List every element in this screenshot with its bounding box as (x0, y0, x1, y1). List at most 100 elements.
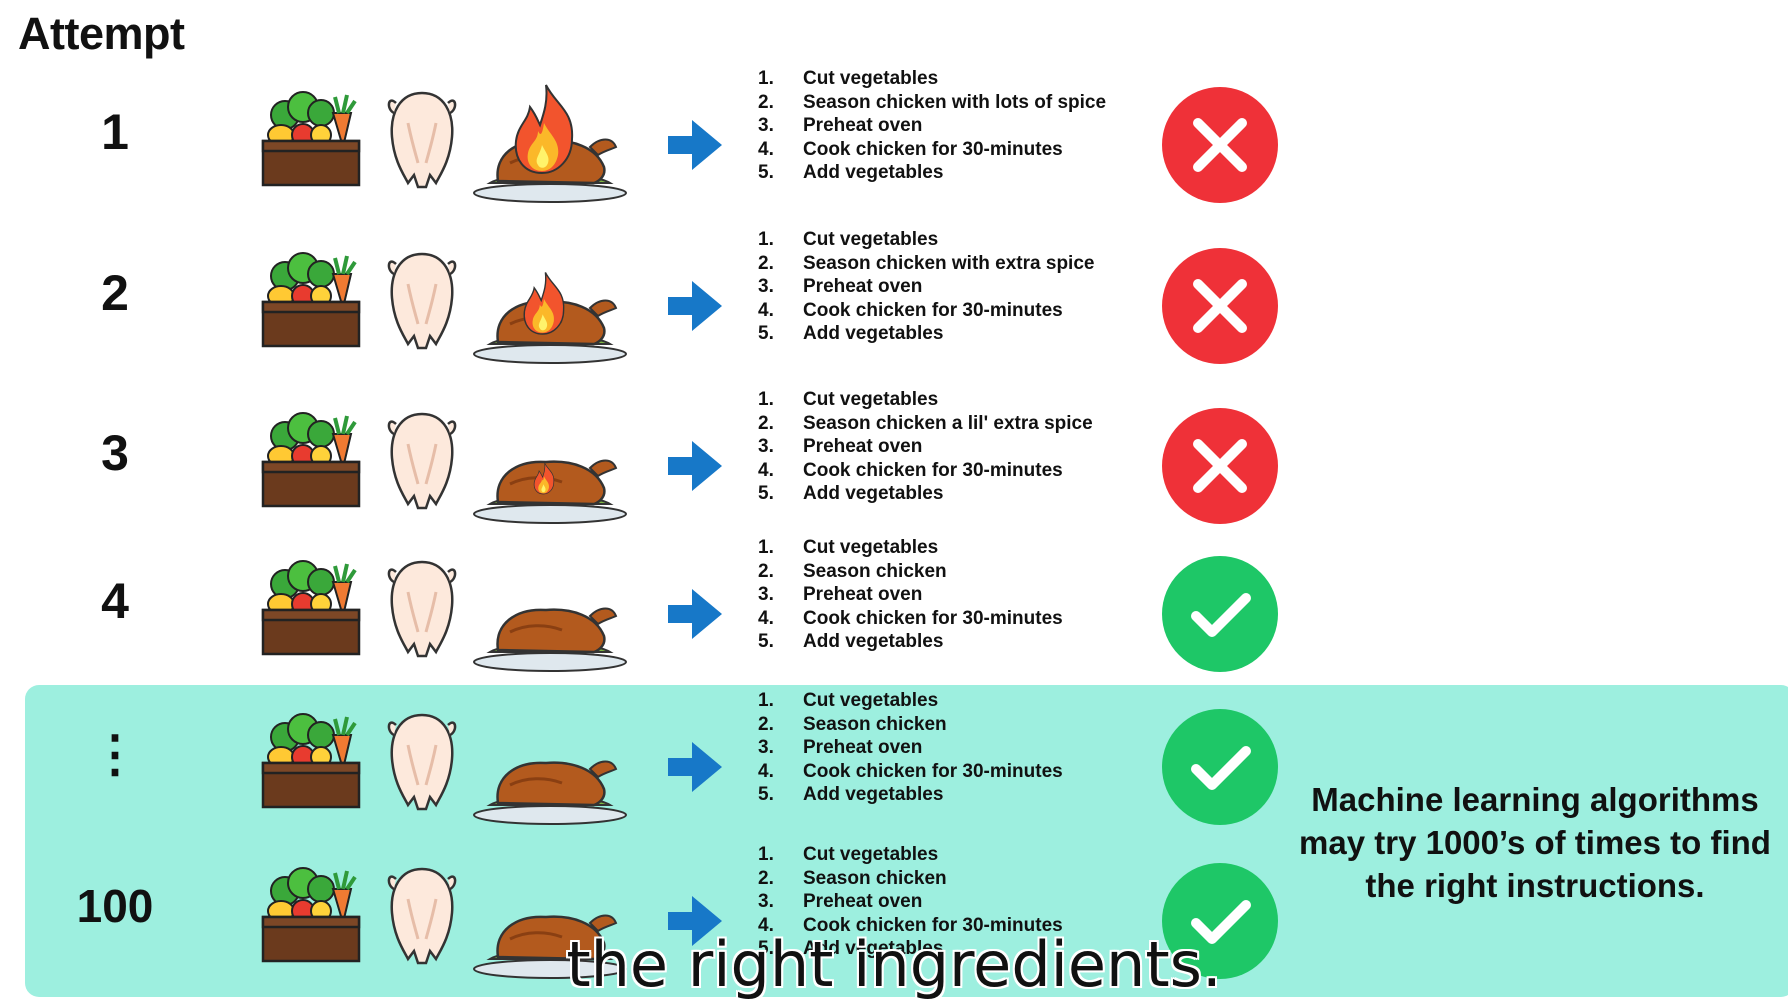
instruction-step: 2. Season chicken with extra spice (758, 252, 1094, 276)
arrow-right-icon (668, 281, 722, 331)
step-text: Cook chicken for 30-minutes (803, 914, 1063, 936)
step-text: Preheat oven (803, 115, 923, 136)
step-text: Preheat oven (803, 891, 923, 912)
step-number: 4. (758, 299, 774, 321)
step-number: 4. (758, 459, 774, 481)
vegetable-crate-icon (261, 252, 361, 348)
step-number: 2. (758, 867, 774, 889)
roast-chicken-platter-icon (473, 84, 627, 203)
instruction-step: 4. Cook chicken for 30-minutes (758, 299, 1094, 323)
instruction-step: 4. Cook chicken for 30-minutes (758, 607, 1063, 631)
instruction-steps: 1. Cut vegetables 2. Season chicken with ex… (758, 228, 1094, 346)
attempt-number: ⋮ (90, 726, 140, 782)
vegetable-crate-icon (261, 560, 361, 656)
instruction-step: 2. Season chicken a lil' extra spice (758, 412, 1093, 436)
step-text: Cook chicken for 30-minutes (803, 138, 1063, 160)
instruction-step: 5. Add vegetables (758, 783, 1063, 807)
instruction-step: 1. Cut vegetables (758, 388, 1093, 412)
step-text: Preheat oven (803, 737, 923, 758)
step-number: 1. (758, 389, 774, 410)
attempt-row-5: ⋮ 1. Cut vegetabl (0, 690, 1788, 847)
step-number: 5. (758, 323, 774, 344)
step-number: 1. (758, 844, 774, 865)
step-number: 2. (758, 252, 774, 274)
step-text: Add vegetables (803, 483, 944, 504)
step-number: 3. (758, 436, 774, 457)
step-text: Cut vegetables (803, 844, 939, 865)
step-text: Season chicken (803, 713, 947, 735)
step-number: 3. (758, 584, 774, 605)
step-text: Season chicken a lil' extra spice (803, 412, 1093, 434)
step-number: 2. (758, 412, 774, 434)
step-number: 5. (758, 631, 774, 652)
attempt-heading: Attempt (18, 8, 185, 59)
instruction-step: 3. Preheat oven (758, 583, 1063, 607)
arrow-right-icon (668, 896, 722, 946)
arrow-right-icon (668, 742, 722, 792)
instruction-step: 1. Cut vegetables (758, 67, 1106, 91)
step-text: Cook chicken for 30-minutes (803, 760, 1063, 782)
step-number: 4. (758, 760, 774, 782)
step-text: Season chicken (803, 867, 947, 889)
step-number: 1. (758, 68, 774, 89)
step-text: Season chicken (803, 560, 947, 582)
instruction-step: 2. Season chicken (758, 560, 1063, 584)
attempt-row-1: 1 (0, 68, 1788, 225)
attempt-number: 2 (101, 265, 129, 321)
result-badge (1162, 87, 1278, 203)
raw-chicken-icon (387, 560, 457, 658)
step-text: Preheat oven (803, 276, 923, 297)
step-text: Cut vegetables (803, 690, 939, 711)
attempt-number: 100 (76, 880, 154, 932)
raw-chicken-icon (387, 91, 457, 189)
raw-chicken-icon (387, 412, 457, 510)
step-text: Preheat oven (803, 436, 923, 457)
step-text: Add vegetables (803, 784, 944, 805)
step-text: Add vegetables (803, 938, 944, 959)
x-icon (1193, 279, 1247, 333)
instruction-step: 3. Preheat oven (758, 114, 1106, 138)
result-badge (1162, 709, 1278, 825)
instruction-steps: 1. Cut vegetables 2. Season chicken 3. Prehea… (758, 536, 1063, 654)
instruction-steps: 1. Cut vegetables 2. Season chicken 3. Prehea… (758, 843, 1063, 961)
step-text: Add vegetables (803, 631, 944, 652)
raw-chicken-icon (387, 252, 457, 350)
step-text: Add vegetables (803, 323, 944, 344)
step-number: 5. (758, 162, 774, 183)
check-icon (1191, 900, 1251, 944)
instruction-step: 1. Cut vegetables (758, 843, 1063, 867)
vegetable-crate-icon (261, 412, 361, 508)
result-badge (1162, 248, 1278, 364)
instruction-step: 3. Preheat oven (758, 435, 1093, 459)
result-badge (1162, 556, 1278, 672)
instruction-step: 2. Season chicken (758, 867, 1063, 891)
roast-chicken-platter-icon (473, 760, 627, 825)
instruction-step: 1. Cut vegetables (758, 536, 1063, 560)
roast-chicken-platter-icon (473, 459, 627, 524)
raw-chicken-icon (387, 713, 457, 811)
attempt-row-6: 100 1. Cut vegeta (0, 844, 1788, 1001)
step-number: 3. (758, 115, 774, 136)
instruction-step: 4. Cook chicken for 30-minutes (758, 138, 1106, 162)
roast-chicken-platter-icon (473, 272, 627, 364)
step-number: 4. (758, 138, 774, 160)
step-number: 3. (758, 891, 774, 912)
roast-chicken-platter-icon (473, 914, 627, 979)
step-number: 3. (758, 276, 774, 297)
flame-icon (523, 272, 565, 335)
vegetable-crate-icon (261, 867, 361, 963)
instruction-step: 3. Preheat oven (758, 890, 1063, 914)
instruction-steps: 1. Cut vegetables 2. Season chicken with lo… (758, 67, 1106, 185)
step-number: 4. (758, 914, 774, 936)
attempt-number: 3 (101, 425, 129, 481)
attempt-number: 1 (101, 104, 129, 160)
step-number: 1. (758, 537, 774, 558)
attempt-row-3: 3 (0, 389, 1788, 546)
instruction-step: 5. Add vegetables (758, 630, 1063, 654)
instruction-step: 1. Cut vegetables (758, 228, 1094, 252)
step-text: Add vegetables (803, 162, 944, 183)
step-text: Cut vegetables (803, 537, 939, 558)
step-number: 2. (758, 91, 774, 113)
step-number: 5. (758, 784, 774, 805)
result-badge (1162, 863, 1278, 979)
